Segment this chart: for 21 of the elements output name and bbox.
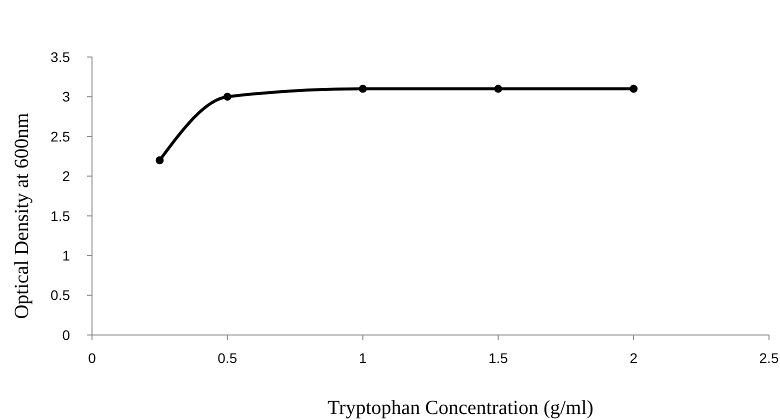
y-axis-title: Optical Density at 600nm	[11, 112, 33, 320]
point	[156, 156, 164, 164]
y-tick-label: 3.5	[50, 48, 70, 65]
x-axis-title: Tryptophan Concentration (g/ml)	[328, 397, 594, 419]
y-tick-label: 1	[62, 247, 70, 264]
x-tick-label: 1.5	[488, 350, 508, 366]
x-tick-label: 1	[358, 350, 367, 366]
y-tick-label: 1.5	[50, 208, 70, 224]
point	[494, 84, 502, 93]
point	[358, 84, 367, 93]
point	[630, 84, 638, 93]
y-tick-label: 3	[62, 88, 70, 105]
x-tick-label: 0	[88, 350, 96, 366]
y-tick-label: 2	[62, 168, 70, 184]
x-tick-label: 2	[630, 350, 638, 366]
y-tick-label: 0.5	[50, 287, 70, 304]
x-tick-label: 2.5	[759, 350, 779, 366]
y-tick-label: 2.5	[50, 128, 70, 144]
y-tick-label: 0	[62, 326, 70, 343]
point	[223, 92, 232, 101]
x-tick-label: 0.5	[218, 350, 238, 366]
